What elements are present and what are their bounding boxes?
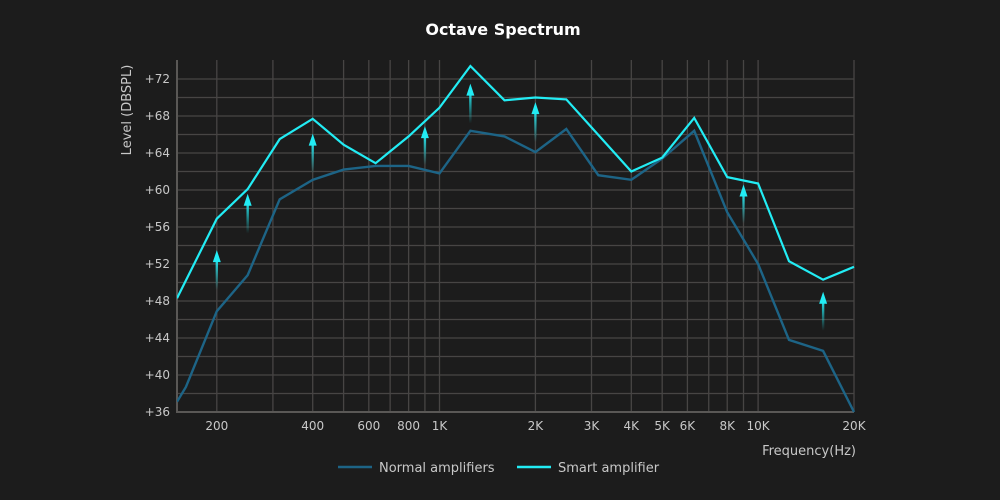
arrow-head bbox=[531, 102, 540, 115]
y-tick-label: +44 bbox=[145, 331, 170, 345]
y-tick-label: +72 bbox=[145, 72, 170, 86]
chart-title: Octave Spectrum bbox=[425, 20, 580, 39]
arrow-head bbox=[466, 83, 475, 96]
arrow-head bbox=[308, 133, 317, 146]
arrow-head bbox=[243, 193, 252, 206]
x-tick-label: 8K bbox=[719, 419, 736, 433]
legend-label-smart: Smart amplifier bbox=[558, 461, 660, 476]
x-tick-label: 4K bbox=[624, 419, 641, 433]
arrow-shaft bbox=[215, 258, 219, 290]
x-tick-label: 10K bbox=[747, 419, 771, 433]
arrow-head bbox=[819, 291, 828, 304]
grid bbox=[176, 60, 855, 413]
arrow-head bbox=[739, 184, 748, 197]
arrow-shaft bbox=[821, 299, 825, 331]
y-tick-label: +60 bbox=[145, 183, 170, 197]
arrow-shaft bbox=[742, 192, 745, 224]
boost-arrow bbox=[308, 133, 317, 174]
x-tick-label: 6K bbox=[680, 419, 697, 433]
x-axis-ticks: 200 400 600 800 1K 2K 3K 4K 5K 6K 8K 10K 20K bbox=[205, 419, 866, 433]
x-axis-label: Frequency(Hz) bbox=[762, 444, 856, 459]
x-tick-label: 5K bbox=[654, 419, 671, 433]
arrow-shaft bbox=[246, 201, 249, 234]
arrow-head bbox=[420, 126, 429, 139]
y-tick-label: +36 bbox=[145, 405, 170, 419]
y-axis-ticks: +36 +40 +44 +48 +52 +56 +60 +64 +68 +72 bbox=[145, 72, 170, 419]
y-tick-label: +68 bbox=[145, 109, 170, 123]
arrow-shaft bbox=[469, 91, 472, 124]
boost-arrow bbox=[466, 83, 475, 124]
y-axis-label: Level (DBSPL) bbox=[120, 65, 135, 156]
x-tick-label: 20K bbox=[842, 419, 866, 433]
boost-arrow bbox=[531, 102, 540, 142]
arrow-shaft bbox=[311, 141, 314, 174]
x-tick-label: 800 bbox=[397, 419, 420, 433]
arrow-shaft bbox=[534, 110, 537, 142]
series-lines bbox=[177, 64, 855, 413]
y-tick-label: +48 bbox=[145, 294, 170, 308]
boost-arrow bbox=[212, 250, 221, 290]
boost-arrow bbox=[819, 291, 828, 331]
y-tick-label: +40 bbox=[145, 368, 170, 382]
x-tick-label: 2K bbox=[528, 419, 545, 433]
y-tick-label: +52 bbox=[145, 257, 170, 271]
y-tick-label: +64 bbox=[145, 146, 170, 160]
boost-arrows bbox=[212, 83, 828, 331]
series-line-normal bbox=[177, 127, 855, 413]
legend: Normal amplifiers Smart amplifier bbox=[338, 461, 660, 476]
boost-arrow bbox=[420, 126, 429, 166]
x-tick-label: 200 bbox=[205, 419, 228, 433]
legend-label-normal: Normal amplifiers bbox=[379, 461, 495, 476]
series-line-smart bbox=[177, 64, 855, 299]
x-tick-label: 400 bbox=[301, 419, 324, 433]
x-tick-label: 600 bbox=[357, 419, 380, 433]
boost-arrow bbox=[739, 184, 748, 224]
arrow-head bbox=[212, 250, 221, 263]
boost-arrow bbox=[243, 193, 252, 234]
y-tick-label: +56 bbox=[145, 220, 170, 234]
arrow-shaft bbox=[423, 134, 427, 166]
x-tick-label: 1K bbox=[432, 419, 449, 433]
x-tick-label: 3K bbox=[584, 419, 601, 433]
